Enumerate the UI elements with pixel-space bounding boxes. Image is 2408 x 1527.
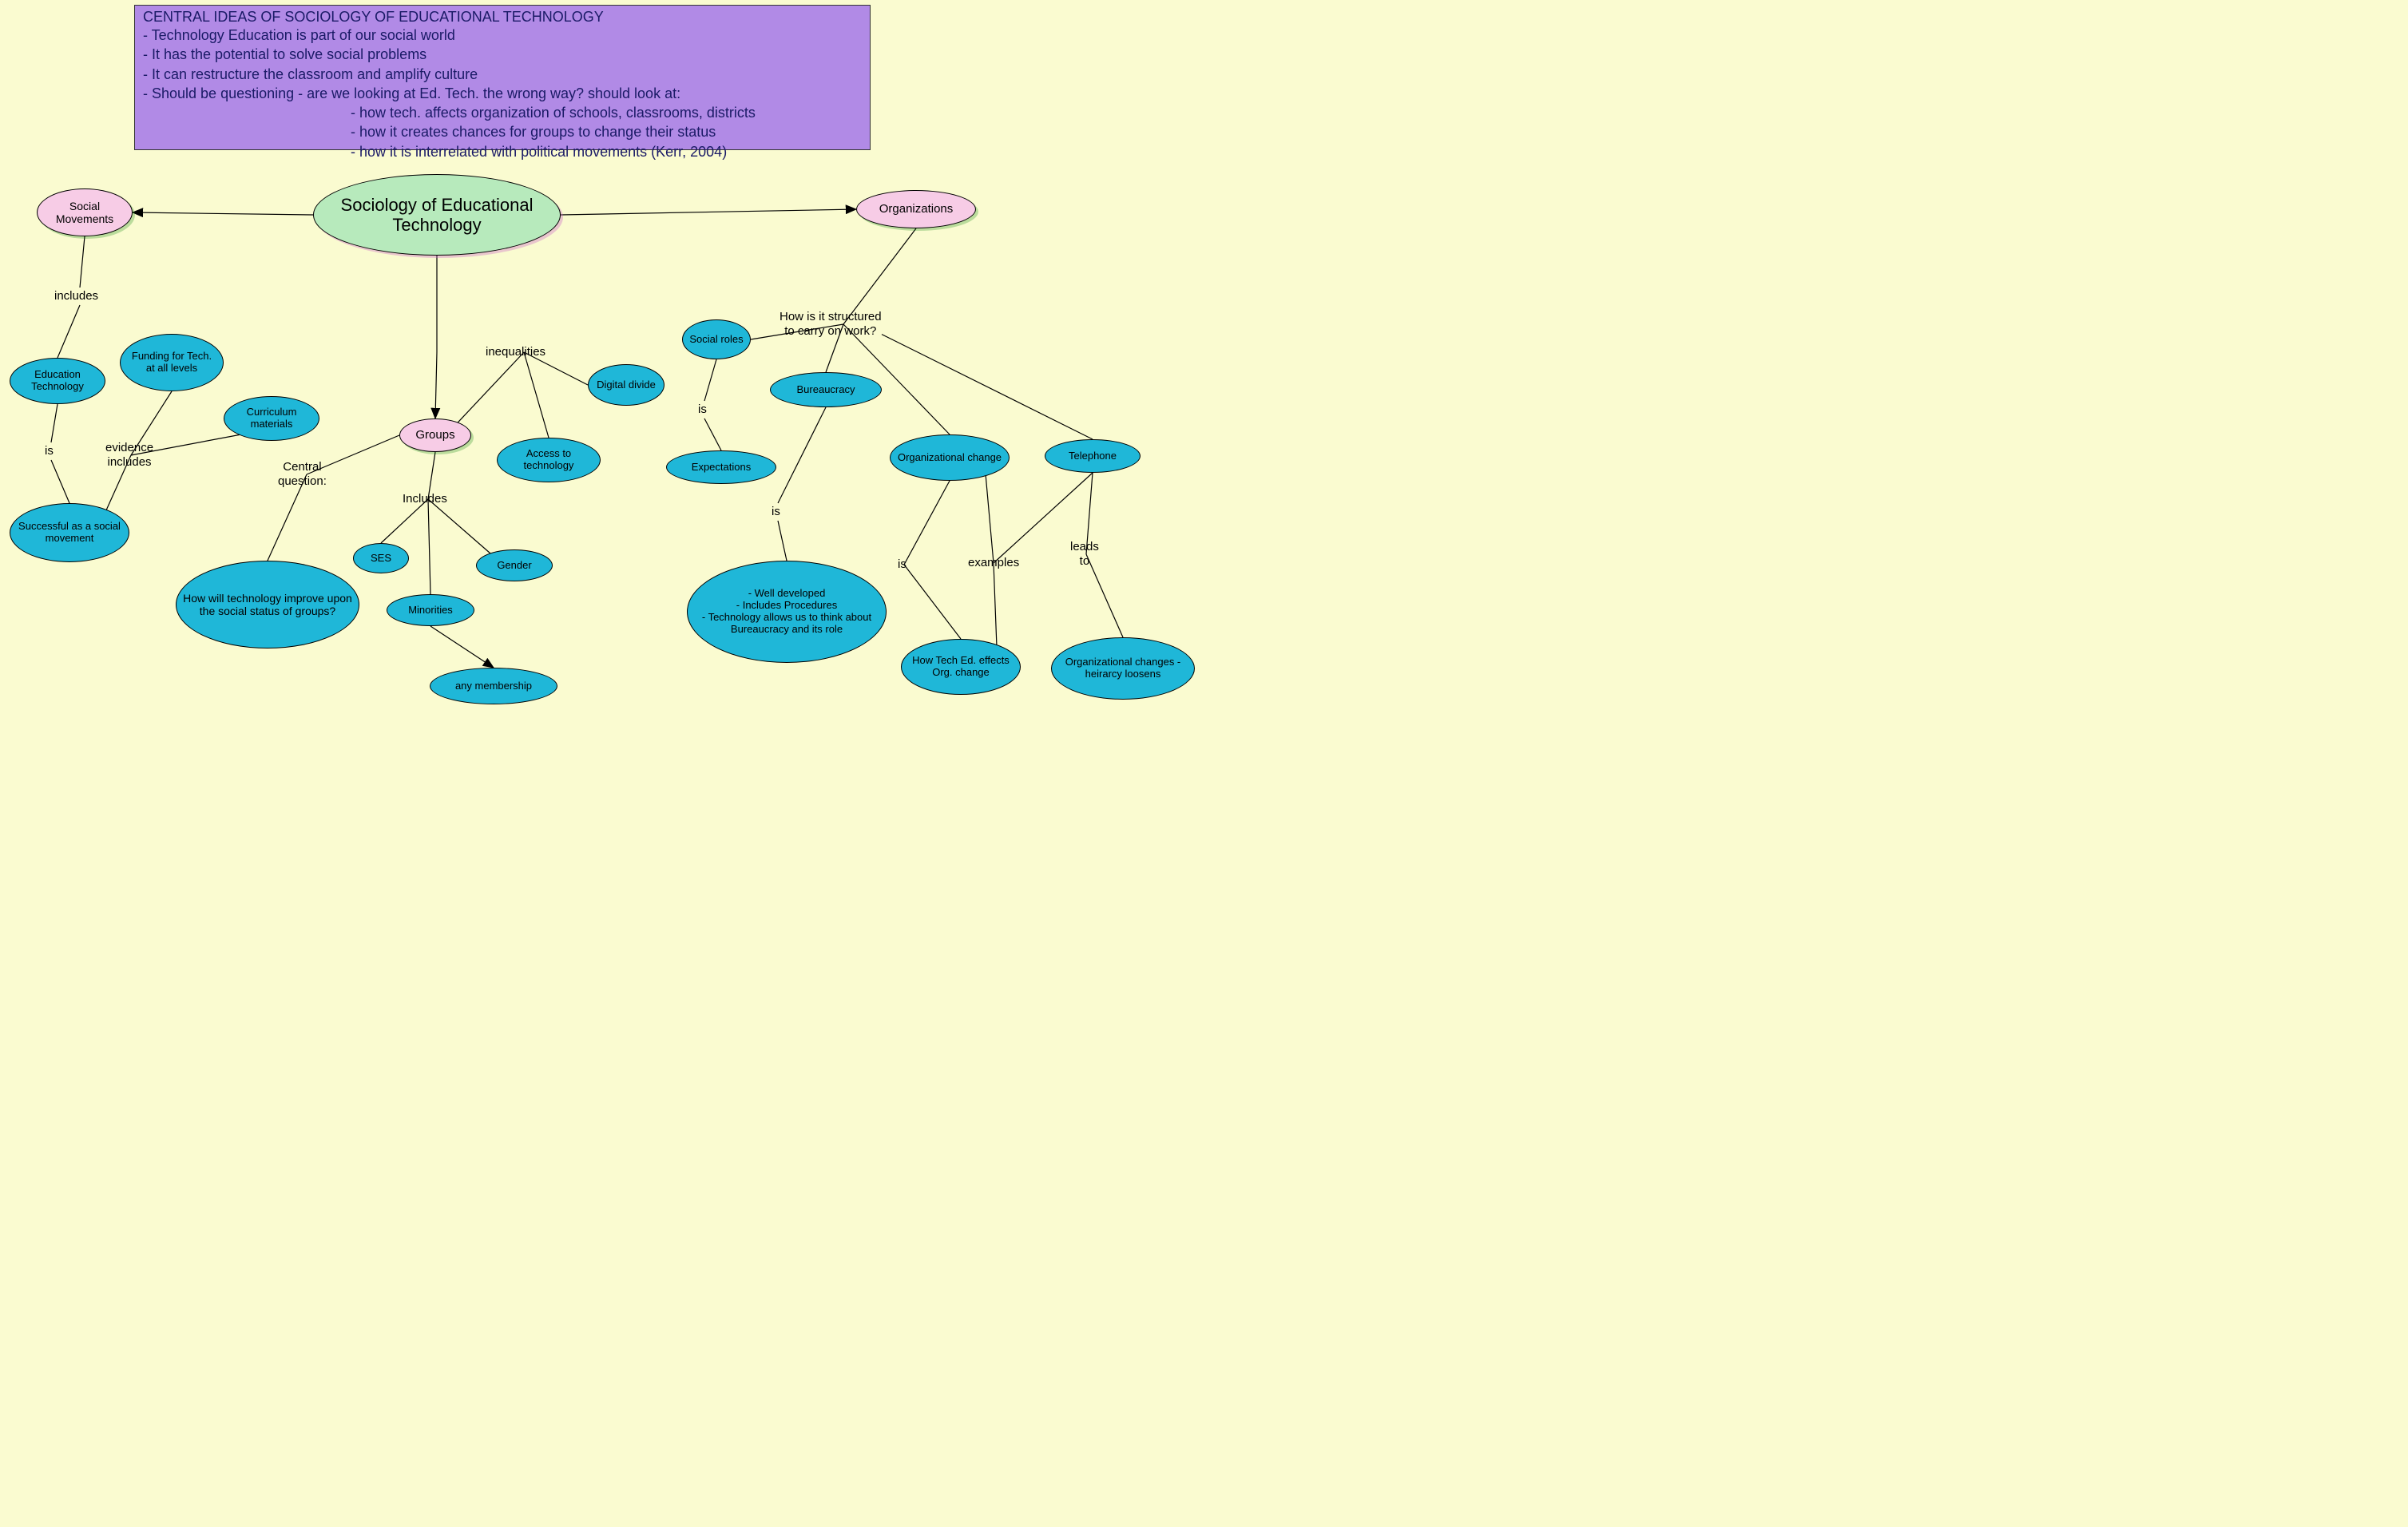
edge-label-is2: is <box>698 403 707 417</box>
node-ed_tech: Education Technology <box>10 358 105 404</box>
edge-label-is1: is <box>45 444 54 458</box>
node-org_loosens: Organizational changes - heirarcy loosen… <box>1051 637 1195 700</box>
edge-label-includes2: Includes <box>403 492 447 506</box>
node-gender: Gender <box>476 549 553 581</box>
header-line: - It has the potential to solve social p… <box>143 45 862 64</box>
node-ses: SES <box>353 543 409 573</box>
node-bureaucracy: Bureaucracy <box>770 372 882 407</box>
edge-label-leads_to: leads to <box>1070 540 1099 569</box>
node-social_roles: Social roles <box>682 319 751 359</box>
node-funding: Funding for Tech. at all levels <box>120 334 224 391</box>
edge-label-evidence: evidence includes <box>105 441 153 470</box>
edge-label-includes1: includes <box>54 289 98 303</box>
edge-label-central: Central question: <box>278 460 327 489</box>
edge-label-how_struct: How is it structured to carry on work? <box>780 310 882 339</box>
node-any_member: any membership <box>430 668 557 704</box>
node-well_dev: - Well developed - Includes Procedures -… <box>687 561 887 663</box>
header-box: CENTRAL IDEAS OF SOCIOLOGY OF EDUCATIONA… <box>134 5 871 150</box>
node-expectations: Expectations <box>666 450 776 484</box>
node-digital: Digital divide <box>588 364 664 406</box>
node-successful: Successful as a social movement <box>10 503 129 562</box>
node-groups: Groups <box>399 418 471 452</box>
node-telephone: Telephone <box>1045 439 1141 473</box>
node-organizations: Organizations <box>856 190 976 228</box>
edge-label-inequalities: inequalities <box>486 345 545 359</box>
header-subline: - how it creates chances for groups to c… <box>143 122 862 141</box>
edge-label-is3: is <box>772 505 780 519</box>
node-minorities: Minorities <box>387 594 474 626</box>
header-line: - Should be questioning - are we looking… <box>143 84 862 103</box>
header-subline: - how tech. affects organization of scho… <box>143 103 862 122</box>
edge-label-is4: is <box>898 557 906 572</box>
header-line: - Technology Education is part of our so… <box>143 26 862 45</box>
header-subline: - how it is interrelated with political … <box>143 142 862 161</box>
node-how_tech_ed: How Tech Ed. effects Org. change <box>901 639 1021 695</box>
edge-label-examples: examples <box>968 556 1019 570</box>
node-social_mov: Social Movements <box>37 188 133 236</box>
node-central_q: How will technology improve upon the soc… <box>176 561 359 648</box>
node-center: Sociology of Educational Technology <box>313 174 561 256</box>
node-curriculum: Curriculum materials <box>224 396 319 441</box>
header-title: CENTRAL IDEAS OF SOCIOLOGY OF EDUCATIONA… <box>143 9 862 26</box>
node-org_change: Organizational change <box>890 434 1010 481</box>
node-access: Access to technology <box>497 438 601 482</box>
header-line: - It can restructure the classroom and a… <box>143 65 862 84</box>
